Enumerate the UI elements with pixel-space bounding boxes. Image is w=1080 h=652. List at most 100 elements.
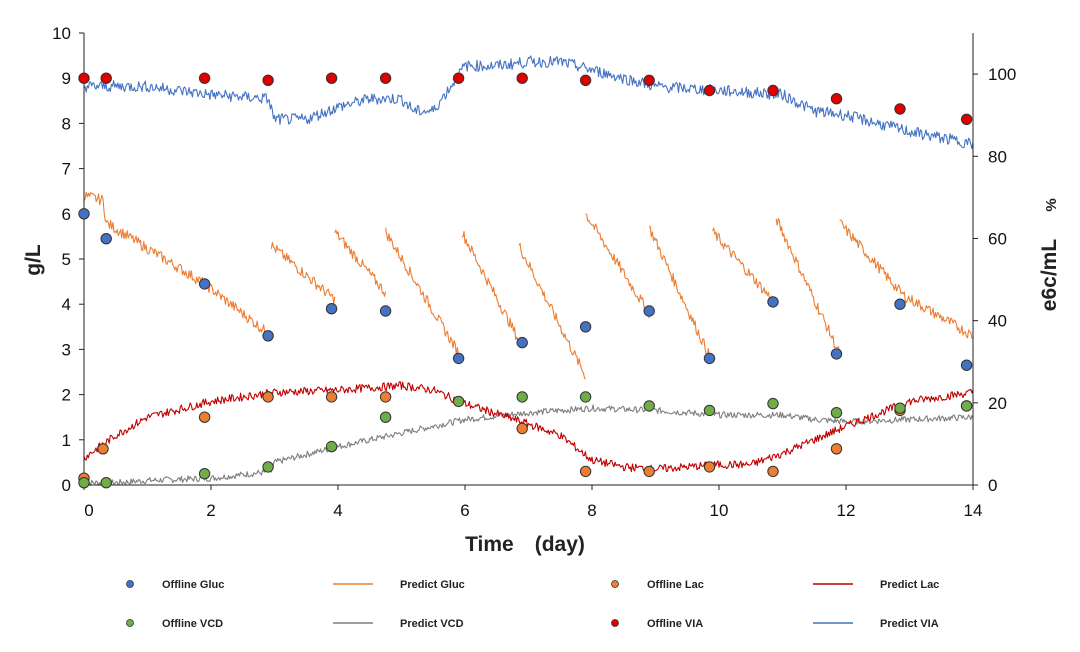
offline-vcd-point — [452, 395, 465, 408]
legend-label: Predict VIA — [880, 618, 939, 630]
legend-item-predict-vcd: Predict VCD — [333, 618, 464, 630]
offline-lac-point — [830, 443, 843, 455]
offline-lac-point — [703, 461, 716, 473]
predict-gluc-line — [83, 191, 272, 341]
offline-via-point — [379, 72, 392, 84]
offline-vcd-point — [262, 461, 274, 473]
y-right-axis-unit: % — [1043, 198, 1060, 211]
legend-item-predict-lac: Predict Lac — [813, 579, 939, 591]
y-right-tick-label: 0 — [988, 476, 997, 495]
y-left-tick-label: 4 — [62, 295, 71, 314]
y-right-tick-label: 20 — [988, 394, 1007, 413]
legend-label: Predict Gluc — [400, 579, 465, 591]
y-left-tick-label: 3 — [62, 340, 71, 359]
offline-via-point — [960, 113, 973, 126]
offline-vcd-series — [78, 391, 973, 489]
offline-vcd-point — [78, 477, 90, 489]
x-tick-label: 4 — [333, 501, 342, 520]
offline-gluc-point — [100, 233, 112, 245]
y-left-tick-label: 10 — [52, 24, 71, 43]
y-right-tick-label: 60 — [988, 229, 1007, 248]
y-left-tick-label: 7 — [62, 160, 71, 179]
x-tick-label: 6 — [460, 501, 469, 520]
offline-vcd-point — [325, 440, 338, 453]
y-right-axis-title: e6c/mL — [1038, 239, 1061, 312]
y-right-tick-label: 80 — [988, 147, 1007, 166]
offline-vcd-point — [100, 477, 112, 489]
offline-gluc-point — [325, 303, 338, 315]
offline-gluc-series — [78, 208, 973, 371]
legend-item-offline-via: Offline VIA — [611, 618, 703, 630]
offline-via-point — [579, 74, 592, 87]
offline-gluc-point — [643, 305, 655, 317]
legend-label: Predict Lac — [880, 579, 939, 591]
offline-via-point — [78, 72, 90, 84]
offline-via-point — [100, 72, 112, 84]
x-tick-label: 14 — [964, 501, 983, 520]
offline-lac-point — [325, 391, 338, 403]
y-left-axis-title: g/L — [22, 244, 45, 276]
offline-via-point — [516, 72, 528, 84]
offline-via-point — [830, 93, 843, 105]
legend-label: Offline VCD — [162, 618, 223, 630]
predict-via-line — [83, 55, 974, 150]
predict-gluc-line — [334, 229, 387, 297]
offline-lac-point — [767, 465, 779, 478]
offline-lac-point — [643, 465, 655, 478]
offline-gluc-point — [767, 296, 779, 308]
series-layer — [83, 55, 974, 487]
legend-swatch — [611, 619, 619, 627]
predict-gluc-line — [461, 231, 520, 341]
offline-vcd-point — [579, 391, 592, 403]
offline-vcd-point — [703, 404, 716, 417]
legend-label: Offline Gluc — [162, 579, 224, 591]
predict-via-series — [83, 55, 974, 150]
predict-gluc-line — [839, 219, 974, 340]
offline-gluc-point — [262, 330, 274, 342]
y-left-tick-label: 1 — [62, 431, 71, 450]
predict-gluc-line — [385, 227, 463, 364]
offline-via-point — [894, 103, 906, 115]
legend-label: Predict VCD — [400, 618, 464, 630]
legend-swatch — [126, 619, 134, 627]
y-left-tick-label: 0 — [62, 476, 71, 495]
offline-gluc-point — [198, 278, 211, 290]
predict-vcd-series — [83, 404, 974, 487]
offline-lac-point — [379, 391, 392, 403]
offline-via-point — [262, 74, 274, 87]
y-right-tick-label: 100 — [988, 65, 1016, 84]
legend-item-offline-vcd: Offline VCD — [126, 618, 223, 630]
offline-via-point — [767, 84, 779, 97]
offline-lac-series — [78, 391, 973, 484]
legend: Offline Gluc Predict Gluc Offline Lac Predi… — [126, 579, 939, 630]
x-tick-label: 8 — [587, 501, 596, 520]
y-left-tick-label: 8 — [62, 114, 71, 133]
y-left-tick-label: 5 — [62, 250, 71, 269]
offline-via-point — [703, 84, 716, 97]
offline-via-point — [198, 72, 211, 84]
offline-gluc-point — [960, 359, 973, 371]
offline-vcd-point — [198, 468, 211, 480]
offline-vcd-point — [643, 400, 655, 412]
x-tick-label: 0 — [84, 501, 93, 520]
y-right-tick-label: 40 — [988, 312, 1007, 331]
offline-vcd-point — [767, 397, 779, 410]
legend-item-predict-gluc: Predict Gluc — [333, 579, 465, 591]
offline-gluc-point — [579, 321, 592, 333]
offline-gluc-point — [894, 298, 906, 310]
offline-via-point — [452, 72, 465, 84]
offline-vcd-point — [379, 411, 392, 423]
offline-vcd-point — [830, 407, 843, 419]
offline-lac-point — [516, 422, 528, 435]
offline-via-series — [78, 72, 973, 126]
legend-label: Offline Lac — [647, 579, 704, 591]
legend-item-offline-gluc: Offline Gluc — [126, 579, 224, 591]
offline-vcd-point — [894, 402, 906, 414]
predict-lac-series — [83, 381, 974, 474]
predict-gluc-line — [270, 241, 336, 305]
predict-vcd-line — [83, 404, 974, 487]
offline-via-point — [643, 74, 655, 87]
offline-vcd-point — [516, 391, 528, 403]
